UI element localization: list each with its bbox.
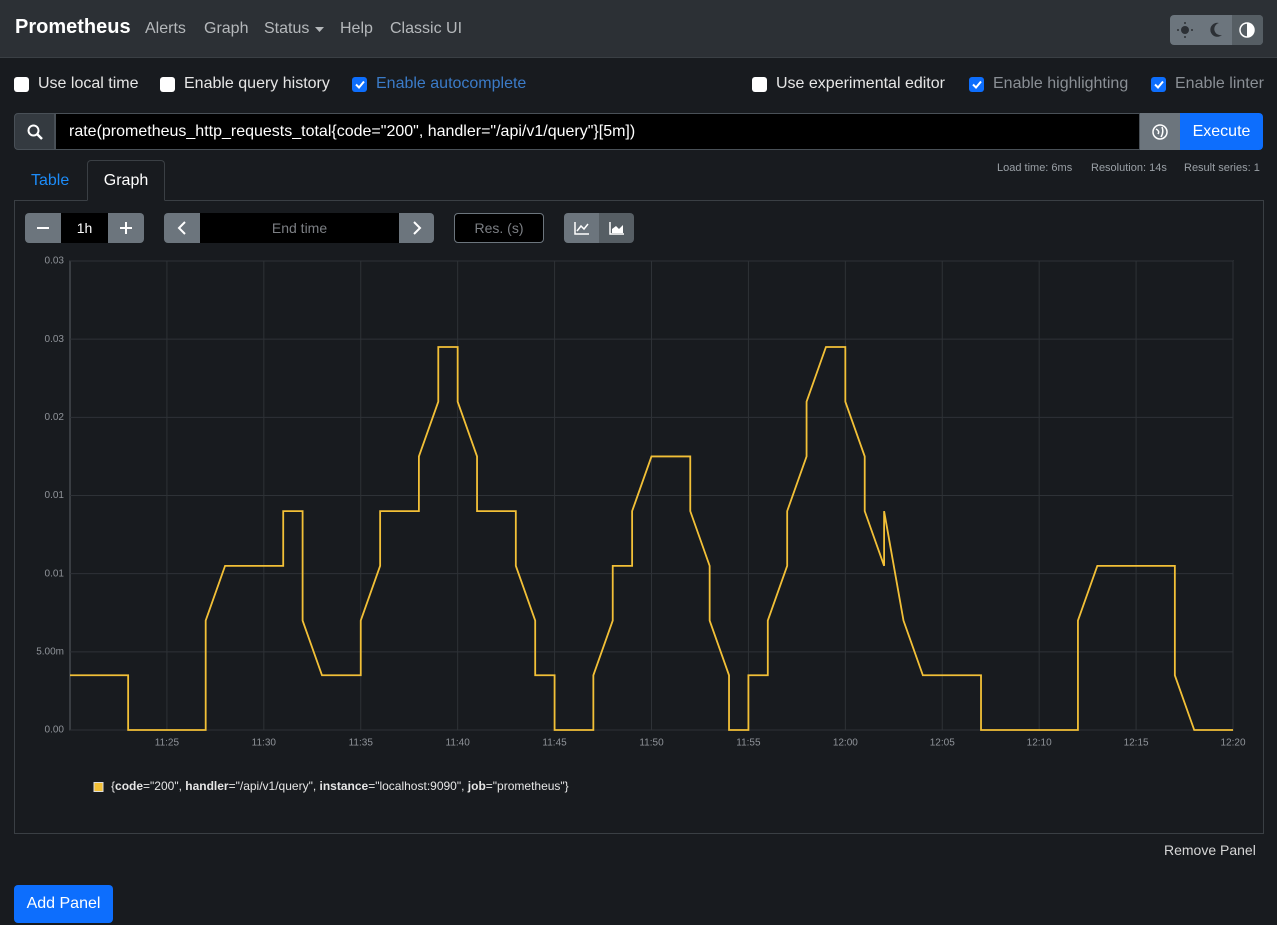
x-tick-label: 11:50 [639, 738, 664, 749]
end-next[interactable] [399, 213, 434, 243]
brand[interactable]: Prometheus [15, 16, 131, 38]
legend-label: {code="200", handler="/api/v1/query", in… [111, 779, 569, 793]
resolution-input[interactable]: Res. (s) [454, 213, 544, 243]
legend-swatch [93, 782, 104, 792]
tab[interactable]: Table [31, 172, 70, 189]
result-series: Result series: 1 [1184, 162, 1260, 174]
add-panel[interactable]: Add Panel [14, 885, 113, 923]
checkbox[interactable] [352, 76, 367, 92]
y-tick-label: 0.01 [45, 490, 65, 501]
option[interactable]: Use local time [14, 74, 138, 94]
option[interactable]: Enable autocomplete [352, 74, 526, 94]
magnifier [27, 124, 43, 140]
checkbox[interactable] [1151, 76, 1166, 92]
option-label[interactable]: Enable query history [184, 75, 330, 92]
option-label[interactable]: Use local time [38, 75, 139, 92]
option[interactable]: Enable linter [1151, 74, 1264, 94]
checkbox[interactable] [969, 76, 984, 92]
y-tick-label: 0.01 [45, 568, 65, 579]
theme-icons [1177, 15, 1263, 45]
x-tick-label: 12:05 [930, 738, 955, 749]
check [1153, 80, 1164, 89]
series-line [70, 346, 1233, 731]
option-label[interactable]: Enable highlighting [993, 75, 1129, 92]
x-tick-label: 12:10 [1027, 738, 1052, 749]
query-input[interactable]: rate(prometheus_http_requests_total{code… [55, 113, 1140, 150]
x-tick-label: 11:40 [446, 738, 471, 749]
x-tick-label: 11:30 [252, 738, 277, 749]
x-tick-label: 11:45 [542, 738, 567, 749]
x-tick-label: 11:35 [349, 738, 374, 749]
nav-link[interactable]: Help [340, 20, 373, 37]
graph: 0.00 5.00m 0.01 0.01 0.02 0.03 0.03 11:25 11:30 1… [36, 256, 1246, 794]
resolution: Resolution: 14s [1091, 162, 1167, 174]
panel [14, 200, 1264, 834]
globe-icon [1152, 123, 1168, 140]
stacked-button[interactable] [599, 213, 634, 243]
area-icon [608, 222, 624, 235]
tab-active[interactable]: Graph [87, 160, 165, 201]
end-time-input[interactable]: End time [200, 213, 399, 243]
metrics-explorer[interactable] [1140, 113, 1180, 150]
range-input[interactable]: 1h [61, 213, 108, 243]
nav-link[interactable]: Graph [204, 20, 249, 37]
option-label[interactable]: Enable autocomplete [376, 75, 527, 92]
nav-link[interactable]: Classic UI [390, 20, 463, 37]
caret [315, 27, 324, 32]
nav-link[interactable]: Status [264, 20, 310, 37]
minus-icon [37, 227, 49, 229]
checkbox[interactable] [752, 76, 767, 92]
option[interactable]: Enable highlighting [969, 74, 1128, 94]
option-label[interactable]: Use experimental editor [776, 75, 945, 92]
x-tick-label: 12:20 [1220, 738, 1245, 749]
x-tick-label: 12:15 [1124, 738, 1149, 749]
checkbox[interactable] [160, 76, 175, 92]
option-label[interactable]: Enable linter [1175, 75, 1264, 92]
option[interactable]: Enable query history [160, 74, 330, 94]
check [354, 80, 365, 89]
checkbox[interactable] [14, 76, 29, 92]
x-tick-label: 11:55 [736, 738, 761, 749]
y-tick-label: 0.02 [45, 412, 65, 423]
end-prev[interactable] [164, 213, 200, 243]
theme-toggle[interactable] [1170, 15, 1263, 45]
option[interactable]: Use experimental editor [752, 74, 945, 94]
x-tick-label: 11:25 [155, 738, 180, 749]
y-tick-label: 5.00m [36, 646, 64, 657]
execute-button[interactable]: Execute [1180, 113, 1263, 150]
load-time: Load time: 6ms [997, 162, 1073, 174]
navbar [0, 0, 1277, 58]
unstacked-button[interactable] [564, 213, 599, 243]
y-tick-label: 0.00 [45, 725, 65, 736]
y-tick-label: 0.03 [45, 256, 65, 267]
search-icon [14, 113, 55, 150]
range-minus[interactable] [25, 213, 61, 243]
x-tick-label: 12:00 [833, 738, 858, 749]
check [971, 80, 982, 89]
range-plus[interactable] [108, 213, 144, 243]
chevron-left [177, 221, 186, 235]
line-icon [573, 222, 589, 235]
remove-panel[interactable]: Remove Panel [1164, 842, 1256, 858]
plus-icon [120, 222, 132, 234]
y-tick-label: 0.03 [45, 334, 65, 345]
nav-link[interactable]: Alerts [145, 20, 186, 37]
chevron-right [412, 221, 421, 235]
